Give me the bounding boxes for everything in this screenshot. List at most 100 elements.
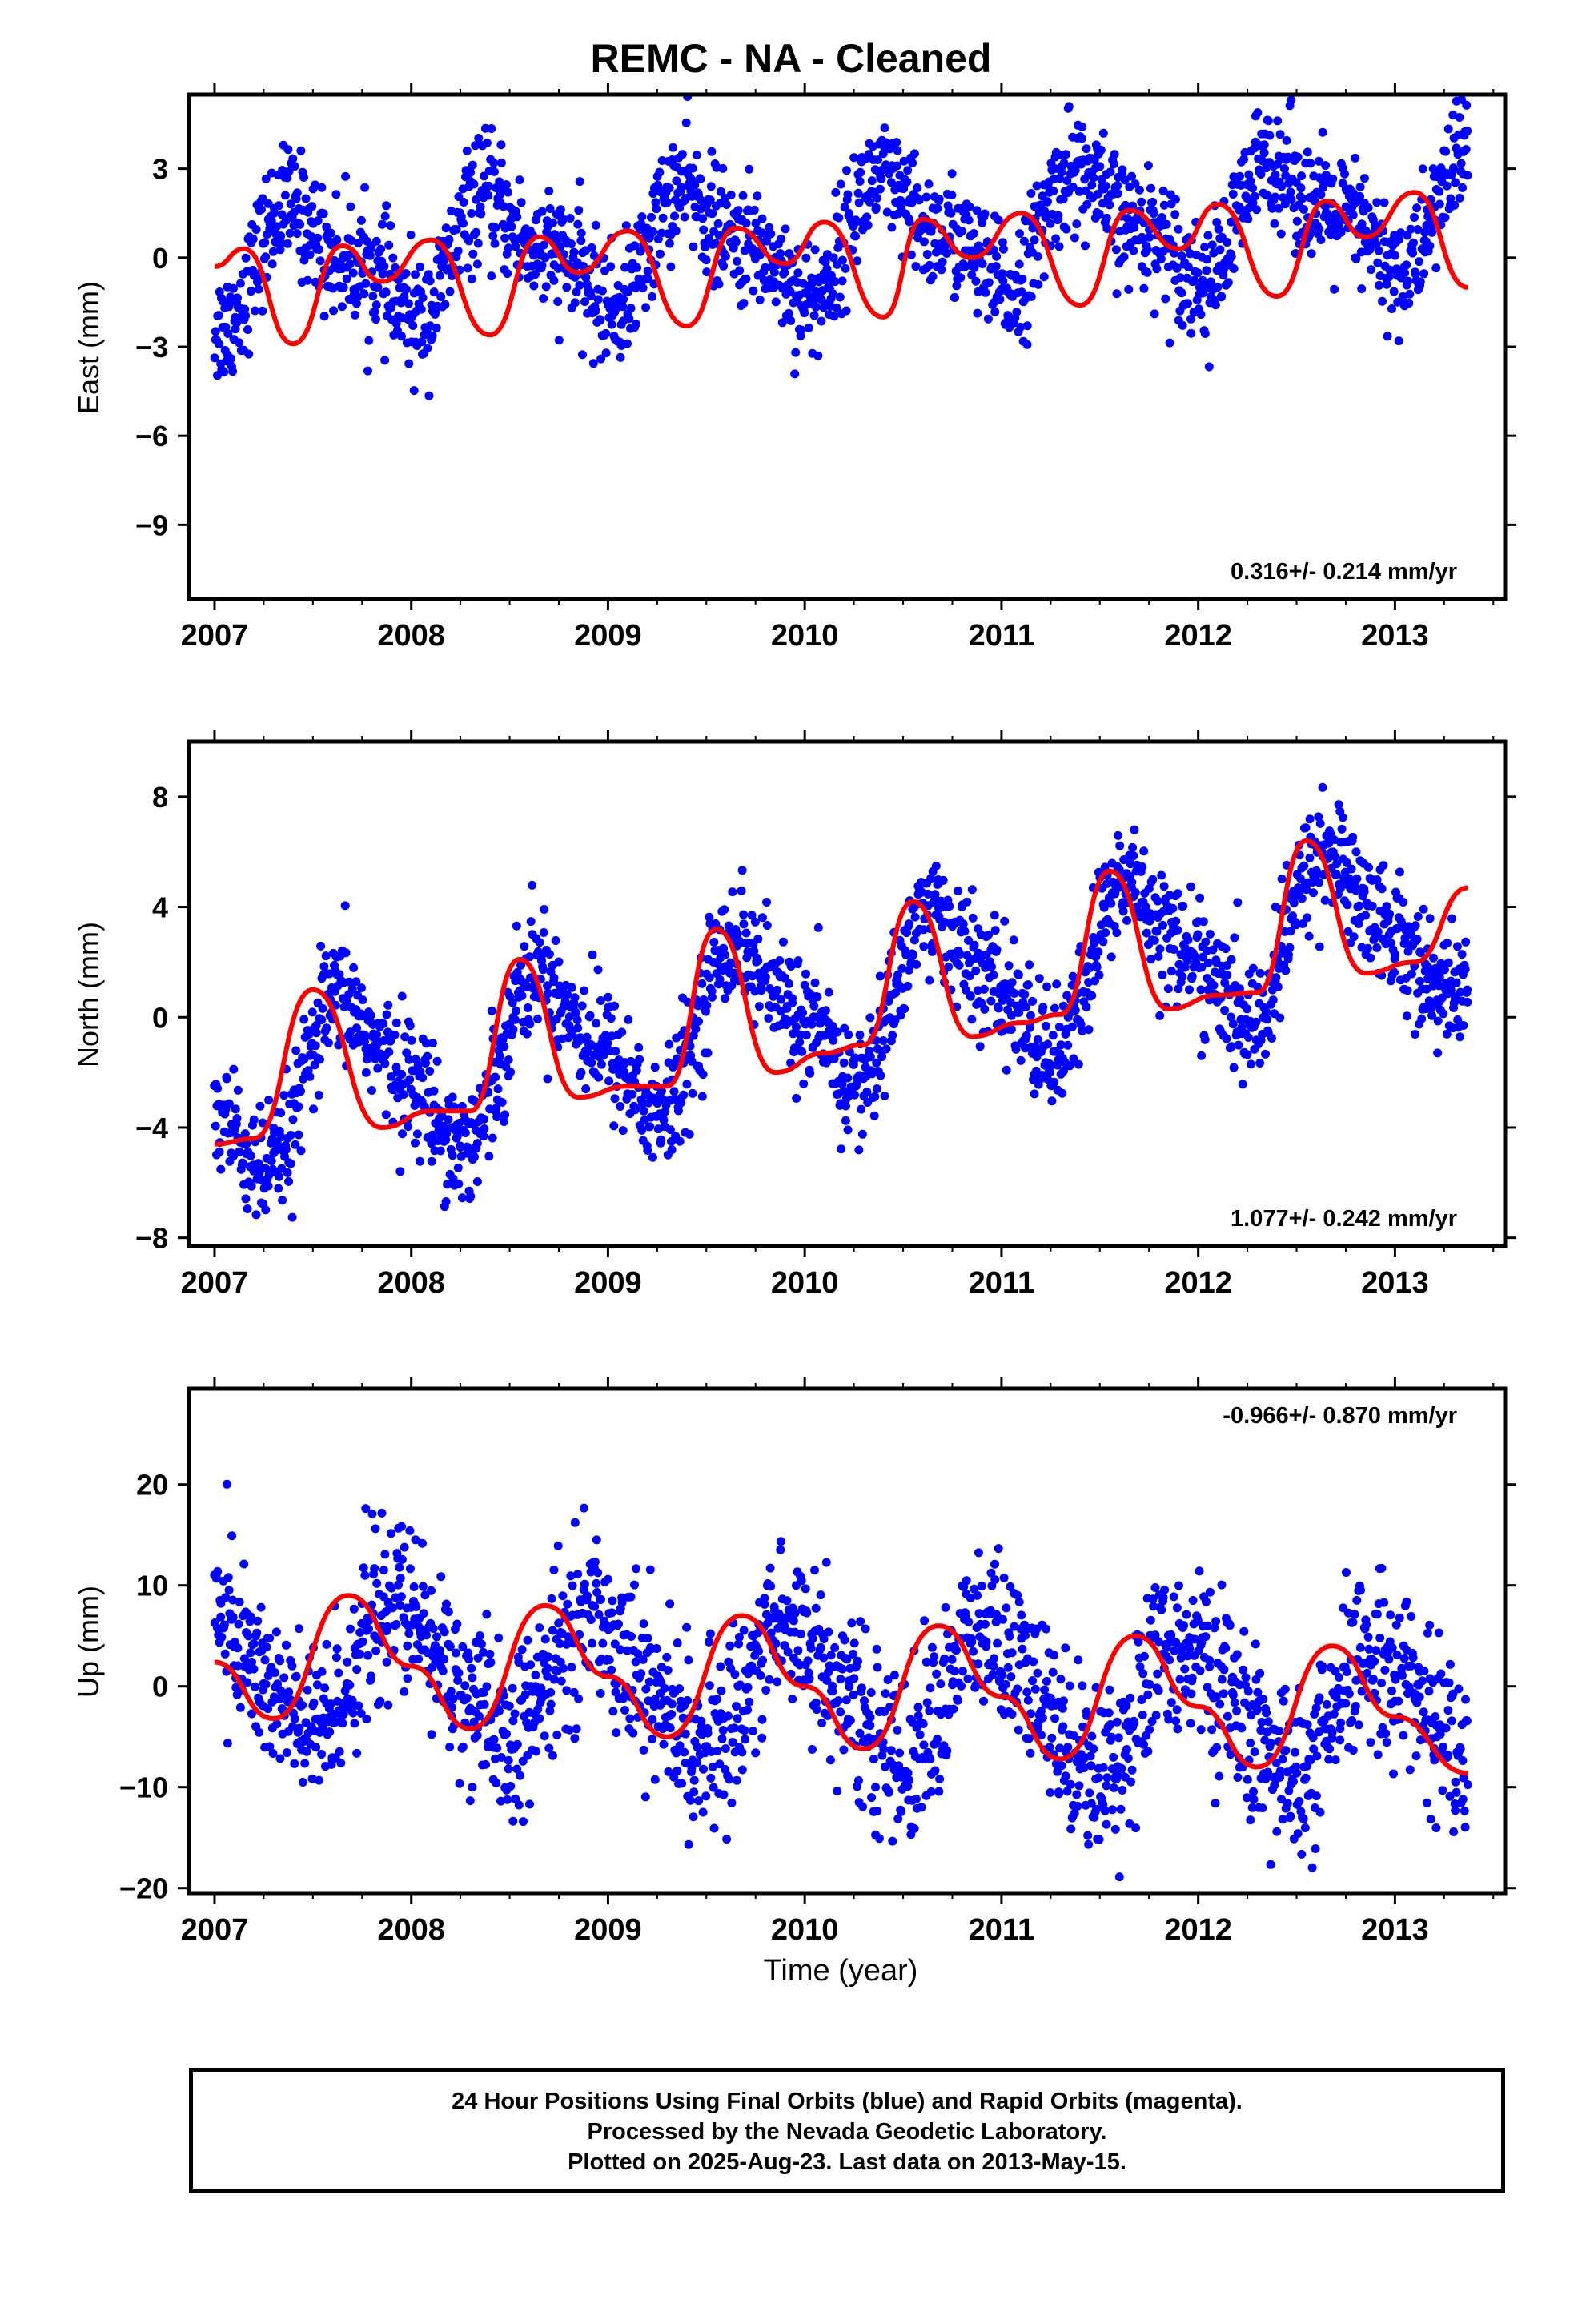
north-data-point xyxy=(624,1015,633,1024)
east-data-point xyxy=(791,348,801,357)
north-data-point xyxy=(691,1024,701,1034)
east-data-point xyxy=(1263,191,1272,200)
north-data-point xyxy=(240,1129,250,1139)
up-data-point xyxy=(494,1633,504,1642)
north-ytick-label: −4 xyxy=(135,1112,168,1144)
up-data-point xyxy=(468,1783,477,1792)
east-data-point xyxy=(408,321,418,330)
up-data-point xyxy=(673,1638,682,1648)
up-data-point xyxy=(211,1574,221,1583)
up-data-point xyxy=(318,1723,327,1732)
east-data-point xyxy=(862,212,872,222)
up-data-point xyxy=(375,1696,385,1706)
east-data-point xyxy=(965,202,974,211)
up-data-point xyxy=(282,1640,291,1650)
up-data-point xyxy=(828,1687,837,1696)
north-data-point xyxy=(360,1031,370,1040)
east-data-point xyxy=(1318,127,1327,137)
up-data-point xyxy=(640,1792,650,1802)
up-data-point xyxy=(663,1666,673,1675)
east-data-point xyxy=(1379,198,1389,207)
north-data-point xyxy=(840,1023,849,1033)
up-data-point xyxy=(675,1741,685,1751)
up-data-point xyxy=(235,1703,245,1712)
up-data-point xyxy=(590,1557,600,1566)
east-data-point xyxy=(376,244,386,254)
north-data-point xyxy=(1390,967,1399,977)
north-data-point xyxy=(512,921,521,931)
east-data-point xyxy=(1046,219,1055,228)
north-data-point xyxy=(837,1080,847,1089)
east-data-point xyxy=(601,328,611,338)
north-data-point xyxy=(650,1063,660,1072)
east-data-point xyxy=(1365,245,1375,255)
north-data-point xyxy=(824,987,833,997)
east-data-point xyxy=(501,180,511,189)
up-data-point xyxy=(703,1728,713,1738)
east-data-point xyxy=(800,308,809,318)
east-data-point xyxy=(738,191,748,200)
east-data-point xyxy=(947,169,957,179)
up-data-point xyxy=(383,1622,392,1631)
north-data-point xyxy=(347,1034,357,1043)
east-data-point xyxy=(677,183,686,192)
east-data-point xyxy=(776,249,785,259)
east-data-point xyxy=(1419,269,1429,279)
north-data-point xyxy=(854,1145,864,1155)
east-data-point xyxy=(873,155,882,164)
north-data-point xyxy=(1347,864,1356,874)
east-data-point xyxy=(417,337,427,347)
north-data-point xyxy=(563,990,572,999)
east-data-point xyxy=(1363,203,1373,212)
up-data-point xyxy=(222,1479,231,1489)
north-data-point xyxy=(617,1027,627,1037)
east-data-point xyxy=(1412,203,1422,213)
north-data-point xyxy=(927,947,937,956)
east-data-point xyxy=(906,250,916,259)
east-data-point xyxy=(489,159,499,167)
east-data-point xyxy=(211,327,220,336)
east-data-point xyxy=(733,256,741,266)
up-data-point xyxy=(638,1655,648,1664)
east-data-point xyxy=(1202,266,1211,275)
east-data-point xyxy=(459,219,468,228)
up-data-point xyxy=(808,1634,817,1643)
up-data-point xyxy=(733,1714,742,1723)
north-data-point xyxy=(905,919,913,928)
east-data-point xyxy=(913,183,922,192)
up-data-point xyxy=(444,1607,453,1617)
north-data-point xyxy=(235,1148,244,1156)
north-data-point xyxy=(448,1092,457,1102)
north-data-point xyxy=(926,874,936,883)
east-data-point xyxy=(425,276,435,286)
north-data-point xyxy=(1434,981,1443,991)
up-data-point xyxy=(445,1742,455,1751)
east-data-point xyxy=(233,293,242,303)
north-data-point xyxy=(233,1085,243,1095)
east-data-point xyxy=(484,181,493,191)
up-data-point xyxy=(796,1630,805,1638)
north-data-point xyxy=(439,1121,448,1131)
north-data-point xyxy=(310,1060,319,1070)
east-data-point xyxy=(1355,191,1364,201)
east-data-point xyxy=(331,190,341,199)
up-data-point xyxy=(273,1679,283,1689)
east-data-point xyxy=(565,214,575,223)
east-data-point xyxy=(382,201,391,211)
north-data-point xyxy=(1098,937,1108,947)
north-data-point xyxy=(1427,1011,1437,1020)
up-data-point xyxy=(303,1685,312,1695)
north-data-point xyxy=(1429,953,1438,963)
north-data-point xyxy=(1343,900,1352,910)
up-data-point xyxy=(387,1583,396,1593)
east-data-point xyxy=(1239,155,1249,164)
north-data-point xyxy=(1020,990,1030,999)
up-data-point xyxy=(462,1693,472,1703)
up-data-point xyxy=(352,1665,362,1675)
east-data-point xyxy=(549,275,559,285)
north-data-point xyxy=(1411,1030,1419,1039)
east-data-point xyxy=(721,251,730,261)
up-data-point xyxy=(405,1526,415,1535)
up-data-point xyxy=(608,1596,617,1606)
north-data-point xyxy=(792,1023,801,1031)
